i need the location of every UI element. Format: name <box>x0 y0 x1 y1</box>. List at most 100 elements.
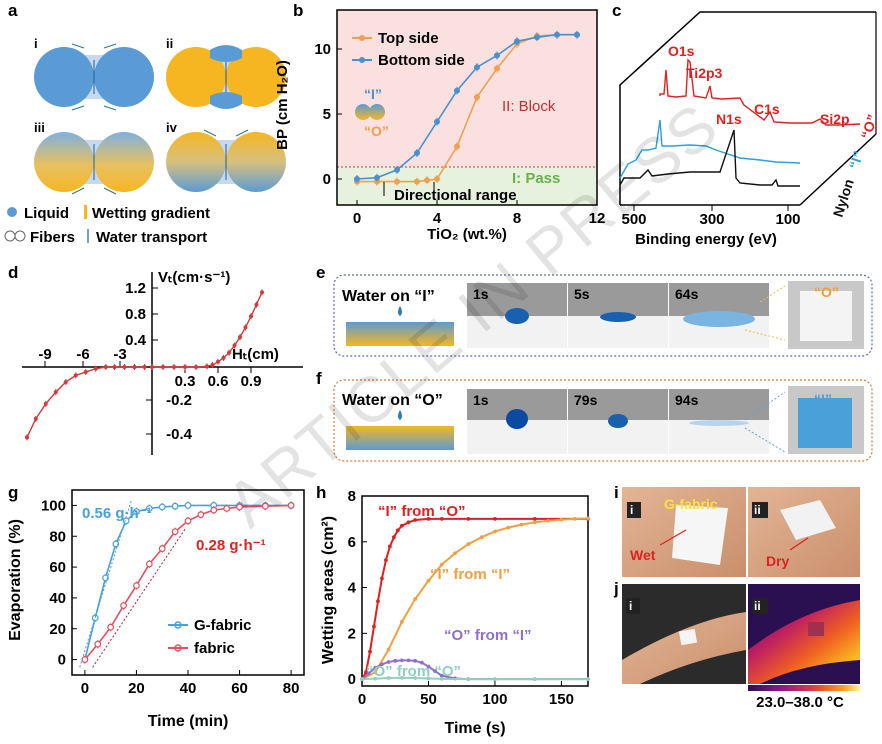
e-frame <box>333 274 873 357</box>
data-point <box>439 516 444 521</box>
d-data-point <box>73 373 78 378</box>
data-point <box>94 640 102 648</box>
i-dry-patch <box>780 500 836 540</box>
d-data-point <box>194 365 198 369</box>
e-time-2: 5s <box>574 286 590 302</box>
data-point <box>368 649 372 654</box>
data-point <box>439 562 444 567</box>
depth-nylon: Nylon <box>830 177 857 219</box>
d-xtick-3: -3 <box>113 346 126 363</box>
data-point <box>434 118 441 125</box>
c-xtick-500: 500 <box>621 211 646 228</box>
g-rate-fabric: 0.28 g·h⁻¹ <box>196 537 266 554</box>
g-rate-line-gfabric <box>79 500 132 668</box>
data-point <box>414 150 421 157</box>
plot-frame-b <box>336 9 598 206</box>
data-point <box>399 620 404 624</box>
data-point <box>434 176 441 183</box>
data-point <box>413 658 418 663</box>
data-point <box>406 658 411 663</box>
data-point <box>533 34 540 41</box>
pass-region <box>337 167 597 205</box>
j-sub-i: i <box>629 599 632 613</box>
gradient-legend-icon <box>84 205 87 219</box>
x-tick-label: 12 <box>589 210 606 227</box>
fiber-ii-left <box>166 47 226 107</box>
data-point <box>572 516 577 521</box>
series-line-1 <box>361 517 589 681</box>
fiber-iii-right <box>94 132 154 192</box>
data-point <box>197 511 205 519</box>
data-point <box>426 664 431 669</box>
d-data-point <box>216 359 220 364</box>
c-xtick-300: 300 <box>699 211 724 228</box>
panel-b-label: b <box>293 1 303 20</box>
fibers-legend-icon <box>4 230 16 242</box>
spectrum-nylon <box>619 129 800 187</box>
i-wet-label: Wet <box>630 547 656 563</box>
data-point <box>354 176 361 183</box>
d-data-point <box>53 390 58 395</box>
panel-j: j i ii 23.0–38.0 °C <box>613 579 860 711</box>
panel-e: e Water on “I” 1s 5s 64s “O” <box>316 263 873 357</box>
panel-f-label: f <box>316 369 322 388</box>
liquid-legend-icon <box>7 207 17 217</box>
block-region <box>337 10 597 167</box>
panel-g-label: g <box>8 483 18 502</box>
d-ylabel: Vₜ(cm·s⁻¹) <box>158 269 230 286</box>
d-data-point <box>103 365 108 369</box>
panel-e-label: e <box>316 263 325 282</box>
d-data-point <box>43 401 48 406</box>
g-xlabel: Time (min) <box>148 713 229 730</box>
data-point <box>439 673 444 678</box>
y-tick-label: 5 <box>323 106 331 123</box>
data-point <box>419 660 424 665</box>
data-point <box>133 582 140 589</box>
panel-h: h 0 50 100 150 0 2 4 6 8 Wetting areas (cm²) Tim… <box>316 483 590 737</box>
panel-c-xlabel: Binding energy (eV) <box>635 231 777 248</box>
panel-a: a i ii iii iv Liquid <box>4 1 286 246</box>
panel-b-ylabel: BP (cm H₂O) <box>274 60 291 150</box>
e-inset-label: “O” <box>814 284 839 300</box>
data-point <box>171 528 179 536</box>
panel-c-label: c <box>612 1 621 20</box>
data-point <box>395 528 400 533</box>
d-data-point <box>161 365 165 369</box>
d-data-point <box>249 314 253 319</box>
data-point <box>454 87 461 94</box>
data-point <box>553 31 560 38</box>
series-line-0 <box>84 504 292 660</box>
x-tick-label: 0 <box>353 210 361 227</box>
data-point <box>399 523 404 528</box>
data-point <box>158 545 166 552</box>
spectrum-I <box>619 119 801 179</box>
data-point <box>546 518 551 523</box>
d-data-point <box>132 365 137 369</box>
y-tick-label: 0 <box>348 671 356 688</box>
panel-i-label: i <box>614 483 619 502</box>
d-ytick-08: 0.8 <box>125 306 146 323</box>
data-point <box>454 143 461 150</box>
data-point <box>394 178 401 185</box>
data-point <box>287 502 295 509</box>
data-point <box>453 551 457 556</box>
d-data-point <box>227 350 231 355</box>
data-point <box>426 676 431 681</box>
peak-Ti2p3: Ti2p3 <box>686 65 723 81</box>
data-point <box>433 669 438 674</box>
d-data-point <box>260 290 264 295</box>
e-time-3: 64s <box>675 286 699 302</box>
data-point <box>360 677 364 682</box>
g-rate-gfabric: 0.56 g·h⁻¹ <box>82 505 152 522</box>
g-ylabel: Evaporation (%) <box>7 519 24 641</box>
e-title: Water on “I” <box>342 288 435 305</box>
fiber-iv-left <box>166 132 226 192</box>
data-point <box>386 660 391 664</box>
data-point <box>426 578 431 583</box>
x-tick-label: 40 <box>180 680 197 697</box>
data-point <box>466 677 471 682</box>
fiber-ii-right <box>226 47 286 107</box>
y-tick-label: 2 <box>348 625 356 642</box>
peak-Si2p: Si2p <box>820 111 850 127</box>
x-tick-label: 0 <box>358 691 366 708</box>
